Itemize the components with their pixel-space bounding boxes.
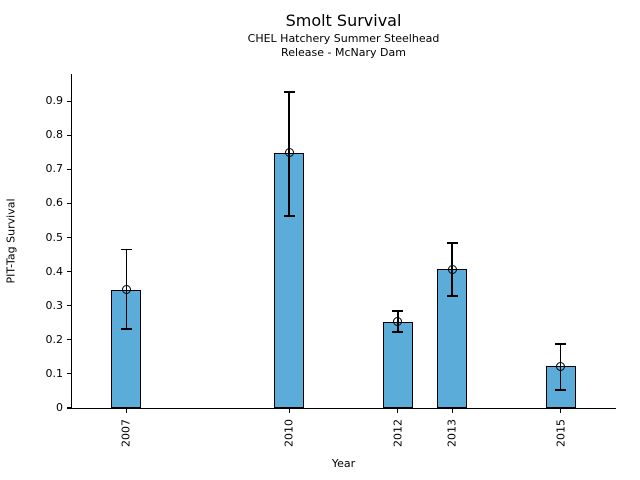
bar-2012 (382, 321, 413, 408)
y-tick-0 (67, 407, 71, 409)
y-tick-0.7 (67, 168, 71, 170)
data-point-marker-2015 (556, 361, 566, 371)
y-tick-0.2 (67, 339, 71, 341)
x-tick-label-2010: 2010 (282, 419, 296, 447)
error-bar-cap-bottom-2012 (392, 331, 404, 333)
y-tick-label-0.9: 0.9 (45, 94, 64, 108)
data-point-marker-2007 (121, 285, 131, 295)
error-bar-cap-top-2012 (392, 310, 404, 312)
y-tick-0.8 (67, 134, 71, 136)
x-tick-2010 (288, 409, 290, 414)
y-tick-0.4 (67, 271, 71, 273)
y-tick-label-0.3: 0.3 (45, 298, 64, 312)
data-point-marker-2012 (393, 317, 403, 327)
error-bar-cap-bottom-2010 (283, 215, 295, 217)
error-bar-cap-bottom-2007 (120, 328, 132, 330)
y-tick-label-0.1: 0.1 (45, 366, 64, 380)
x-tick-label-2012: 2012 (391, 419, 405, 447)
y-tick-label-0: 0 (56, 401, 63, 414)
error-bar-cap-top-2010 (283, 91, 295, 93)
y-tick-0.6 (67, 202, 71, 204)
error-bar-cap-bottom-2013 (446, 295, 458, 297)
error-bar-cap-top-2015 (555, 343, 567, 345)
y-axis-spine (71, 73, 73, 409)
y-tick-label-0.8: 0.8 (45, 128, 64, 142)
error-bar-cap-top-2013 (446, 242, 458, 244)
error-bar-cap-bottom-2015 (555, 389, 567, 391)
y-tick-0.1 (67, 373, 71, 375)
y-tick-label-0.2: 0.2 (45, 332, 64, 346)
data-point-marker-2013 (447, 264, 457, 274)
y-tick-0.3 (67, 305, 71, 307)
x-axis-spine (71, 408, 616, 410)
chart-subtitle-line1: CHEL Hatchery Summer Steelhead (247, 32, 440, 45)
error-bar-cap-top-2007 (120, 248, 132, 251)
y-tick-label-0.4: 0.4 (45, 264, 64, 278)
x-tick-2015 (560, 409, 562, 414)
y-tick-label-0.7: 0.7 (45, 162, 64, 176)
y-tick-0.5 (67, 236, 71, 239)
y-tick-label-0.5: 0.5 (45, 230, 64, 244)
y-tick-label-0.6: 0.6 (45, 196, 64, 210)
chart-subtitle-line2: Release - McNary Dam (281, 46, 406, 59)
chart-title: Smolt Survival (285, 11, 402, 30)
x-tick-2007 (125, 409, 127, 414)
y-tick-0.9 (67, 100, 71, 102)
x-tick-label-2015: 2015 (554, 419, 568, 447)
data-point-marker-2010 (284, 148, 294, 158)
x-axis-label: Year (331, 457, 356, 470)
x-tick-label-2007: 2007 (119, 419, 133, 447)
x-tick-2013 (451, 409, 453, 414)
x-tick-label-2013: 2013 (445, 419, 459, 447)
x-tick-2012 (397, 409, 399, 414)
